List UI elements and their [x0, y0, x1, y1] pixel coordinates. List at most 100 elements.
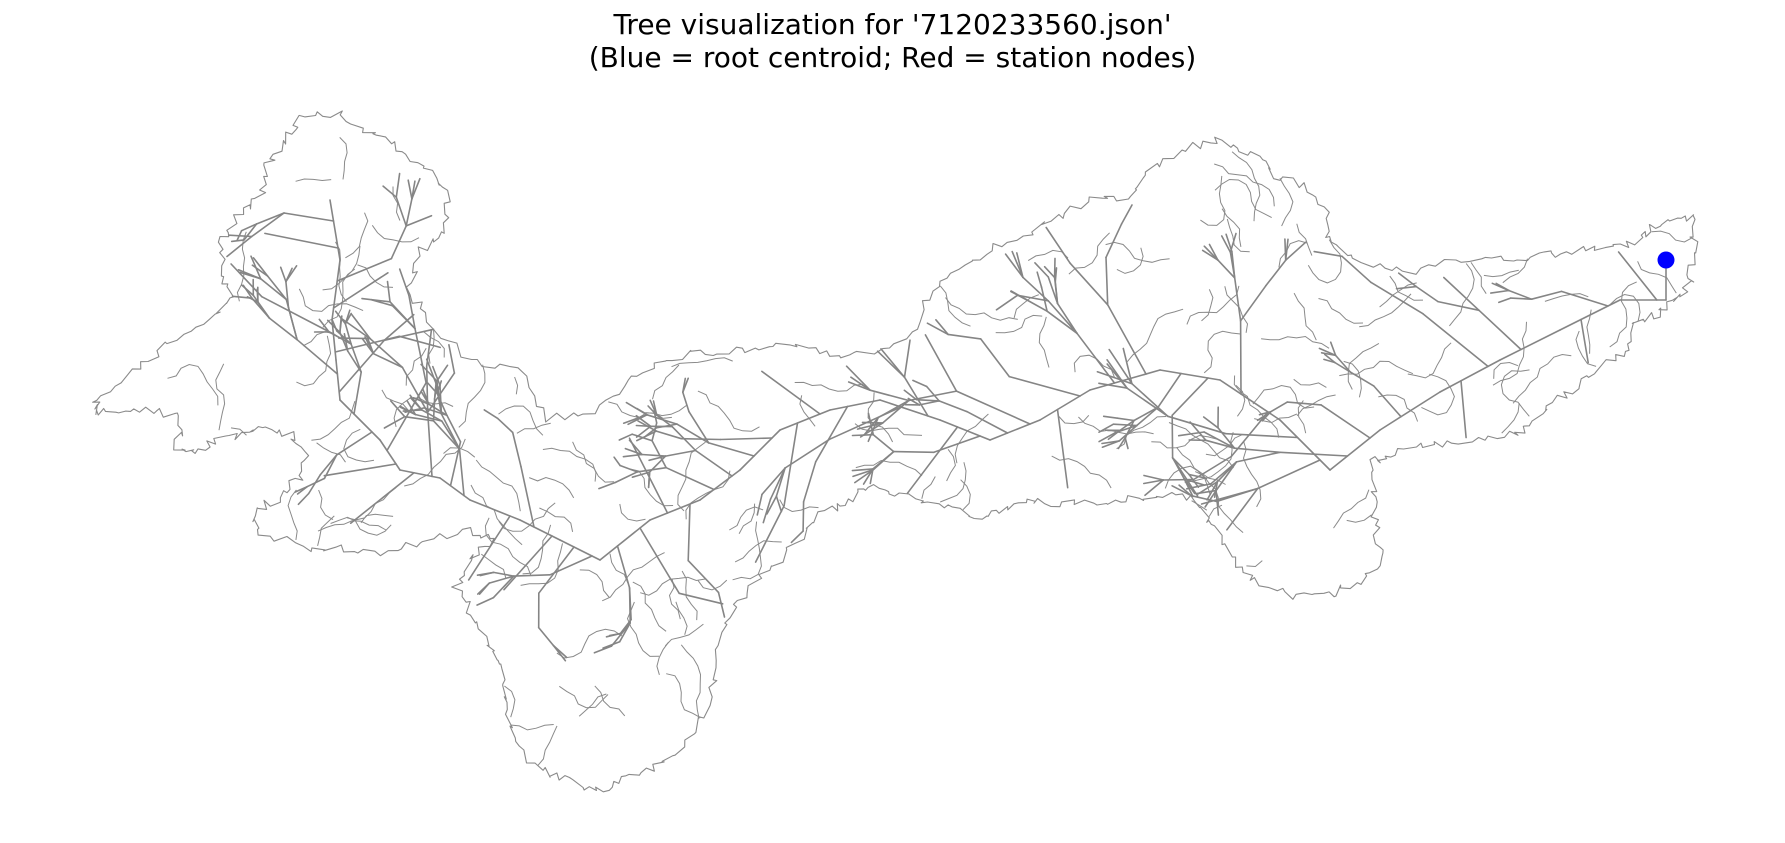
tree-edge: [1171, 484, 1193, 497]
subbasin-boundary: [504, 685, 516, 718]
tree-edge: [226, 235, 253, 258]
tree-edge: [1478, 309, 1522, 351]
tree-edge: [651, 422, 658, 442]
subbasin-boundary: [215, 363, 226, 431]
tree-edge: [1508, 289, 1533, 301]
tree-edge: [336, 257, 393, 282]
tree-edge: [903, 389, 918, 401]
tree-edge: [1210, 461, 1238, 485]
subbasin-boundary: [1221, 208, 1242, 247]
subbasin-boundary: [601, 552, 665, 602]
tree-edge: [319, 454, 338, 476]
tree-edge: [425, 358, 437, 385]
subbasin-boundary: [520, 543, 563, 586]
tree-edge: [1056, 302, 1078, 335]
tree-edge: [619, 464, 639, 473]
subbasin-boundary: [945, 297, 1018, 321]
subbasin-boundary: [1073, 354, 1116, 379]
tree-edge: [1101, 440, 1121, 445]
subbasin-boundary: [330, 516, 392, 536]
tree-edge: [436, 364, 449, 382]
subbasin-boundary: [1421, 373, 1455, 416]
tree-edge: [790, 530, 804, 544]
tree-edge: [628, 587, 632, 624]
tree-edge: [268, 317, 298, 341]
tree-edge: [386, 280, 391, 303]
tree-edge: [331, 319, 337, 361]
subbasin-boundary: [656, 641, 669, 676]
subbasin-boundary: [1449, 263, 1475, 327]
tree-edge: [802, 460, 817, 503]
tree-edge: [783, 422, 799, 507]
tree-edge: [852, 468, 875, 478]
subbasin-boundary: [799, 395, 816, 427]
tree-edge: [1116, 417, 1135, 422]
tree-edge: [1256, 459, 1321, 490]
subbasin-boundary: [685, 470, 731, 520]
subbasin-boundary: [559, 685, 609, 709]
tree-edge: [425, 329, 433, 368]
subbasin-boundary: [167, 363, 219, 406]
tree-edge: [775, 495, 783, 513]
tree-edge: [492, 575, 515, 599]
tree-edge: [335, 330, 352, 345]
tree-edge: [1580, 318, 1589, 364]
tree-edge: [458, 448, 465, 497]
tree-edge: [294, 485, 308, 493]
tree-edge: [1323, 353, 1336, 364]
subbasin-boundary: [732, 521, 762, 581]
tree-edge: [334, 335, 401, 353]
tree-edge: [1076, 332, 1116, 384]
tree-edge: [520, 465, 535, 528]
subbasin-boundary: [1214, 163, 1275, 207]
tree-edge: [426, 372, 456, 414]
tree-edge: [1159, 369, 1221, 381]
tree-edge: [655, 430, 683, 440]
tree-edge: [230, 263, 263, 298]
subbasin-boundary: [738, 503, 756, 534]
tree-edge: [266, 275, 288, 301]
tree-edge: [511, 431, 522, 468]
tree-edge: [361, 297, 391, 303]
tree-edge: [1186, 479, 1206, 487]
subbasin-boundary: [1126, 308, 1184, 363]
tree-edge: [1220, 235, 1232, 253]
tree-edge: [479, 571, 495, 577]
tree-edge: [395, 196, 408, 227]
subbasin-boundary: [458, 364, 486, 428]
subbasin-boundary: [1116, 416, 1167, 450]
tree-edge: [1040, 286, 1048, 313]
tree-edge: [903, 339, 911, 379]
tree-edge: [331, 259, 341, 321]
tree-edge: [681, 377, 687, 394]
subbasin-boundary: [522, 524, 552, 575]
tree-edge: [1372, 385, 1402, 418]
tree-edge: [851, 468, 874, 472]
tree-edge: [259, 277, 288, 301]
tree-edge: [664, 449, 697, 457]
tree-edge: [1284, 241, 1307, 262]
tree-edge: [641, 453, 667, 457]
subbasin-boundary: [318, 489, 334, 521]
tree-edge: [1231, 250, 1236, 279]
tree-edge: [828, 406, 902, 441]
tree-edge: [1054, 267, 1058, 283]
subbasin-boundary: [298, 288, 364, 312]
tree-edge: [1015, 252, 1024, 279]
tree-edge: [287, 306, 298, 341]
subbasin-boundary: [1297, 400, 1307, 434]
subbasin-boundary: [339, 137, 348, 180]
subbasin-boundary: [1246, 560, 1263, 568]
subbasin-boundary: [1493, 361, 1519, 379]
tree-edge: [775, 467, 786, 498]
tree-edge: [869, 389, 910, 402]
tree-edge: [1235, 451, 1281, 463]
subbasin-boundary: [697, 390, 760, 432]
tree-edge: [559, 539, 601, 561]
tree-edge: [802, 500, 805, 532]
subbasin-boundary: [1501, 402, 1520, 434]
tree-edge: [754, 504, 785, 563]
subbasin-boundary: [1200, 175, 1226, 226]
tree-edge: [1320, 404, 1371, 439]
